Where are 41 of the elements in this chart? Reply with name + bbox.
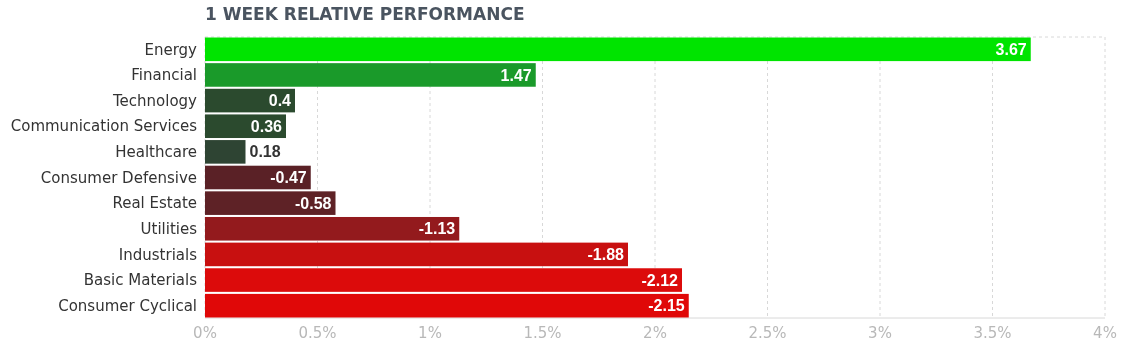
data-label: 1.47: [500, 66, 532, 84]
y-tick-label: Basic Materials: [83, 271, 198, 290]
bar: [205, 293, 689, 318]
y-tick-label: Healthcare: [115, 143, 197, 162]
x-tick-label: 3.5%: [973, 324, 1012, 342]
x-tick-label: 1.5%: [523, 324, 562, 342]
y-tick-label: Utilities: [140, 220, 198, 239]
bar: [205, 242, 628, 267]
x-tick-label: 3%: [868, 324, 892, 342]
data-label: 0.36: [250, 117, 283, 135]
bar: [205, 268, 682, 292]
x-tick-label: 0%: [193, 324, 217, 342]
bar: [205, 191, 336, 215]
data-label: 0.18: [249, 143, 281, 161]
data-label: -0.58: [295, 194, 332, 212]
y-tick-label: Consumer Cyclical: [58, 296, 197, 315]
y-tick-label: Consumer Defensive: [40, 168, 197, 187]
data-label: -1.13: [418, 220, 456, 238]
y-tick-label: Technology: [111, 91, 198, 110]
x-tick-label: 0.5%: [298, 324, 337, 342]
data-label: -1.88: [587, 246, 625, 264]
x-tick-label: 2%: [643, 324, 667, 342]
data-label: 3.67: [995, 40, 1027, 58]
y-tick-label: Communication Services: [10, 117, 198, 136]
y-tick-label: Real Estate: [112, 194, 197, 213]
data-label: -2.15: [648, 297, 685, 315]
data-label: -0.47: [270, 169, 307, 187]
bar: [205, 216, 460, 241]
bar: [205, 37, 1031, 62]
bar: [205, 88, 295, 113]
y-tick-label: Industrials: [118, 245, 198, 264]
x-tick-label: 1%: [418, 324, 442, 342]
x-tick-label: 4%: [1093, 324, 1117, 342]
bar: [205, 63, 536, 87]
x-tick-label: 2.5%: [748, 324, 787, 342]
y-tick-label: Financial: [131, 66, 197, 85]
data-label: -2.12: [641, 271, 679, 289]
data-label: 0.4: [268, 92, 292, 110]
y-tick-label: Energy: [144, 40, 198, 59]
chart-title: 1 WEEK RELATIVE PERFORMANCE: [205, 4, 525, 24]
bar: [205, 140, 246, 164]
